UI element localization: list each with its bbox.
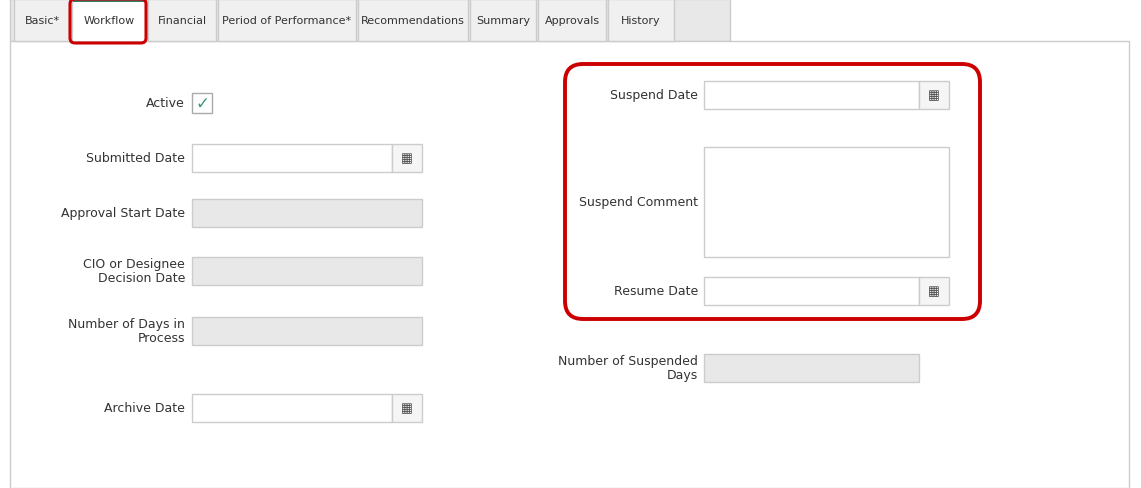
Bar bbox=[704, 82, 919, 110]
Text: ▦: ▦ bbox=[402, 402, 413, 415]
Bar bbox=[148, 0, 216, 42]
Text: Submitted Date: Submitted Date bbox=[86, 152, 185, 165]
Text: Suspend Date: Suspend Date bbox=[610, 89, 698, 102]
Text: Financial: Financial bbox=[157, 16, 207, 26]
Bar bbox=[393, 145, 422, 173]
Text: ▦: ▦ bbox=[402, 152, 413, 165]
Bar bbox=[393, 394, 422, 422]
Text: Resume Date: Resume Date bbox=[614, 285, 698, 298]
Bar bbox=[539, 0, 606, 42]
Text: Summary: Summary bbox=[476, 16, 531, 26]
Bar bbox=[192, 258, 422, 285]
Text: Recommendations: Recommendations bbox=[361, 16, 464, 26]
Text: Suspend Comment: Suspend Comment bbox=[578, 196, 698, 209]
Text: ▦: ▦ bbox=[928, 285, 940, 298]
Text: Workflow: Workflow bbox=[83, 16, 135, 26]
Bar bbox=[192, 394, 393, 422]
Bar bbox=[72, 0, 146, 42]
Bar bbox=[73, 0, 145, 3]
Text: Number of Suspended: Number of Suspended bbox=[558, 355, 698, 368]
Bar bbox=[73, 40, 145, 42]
Bar bbox=[358, 0, 468, 42]
Bar bbox=[192, 317, 422, 346]
Text: ▦: ▦ bbox=[928, 89, 940, 102]
Text: Basic*: Basic* bbox=[24, 16, 59, 26]
Text: Approvals: Approvals bbox=[544, 16, 599, 26]
Bar bbox=[919, 82, 949, 110]
Text: Number of Days in: Number of Days in bbox=[68, 318, 185, 331]
Text: Decision Date: Decision Date bbox=[98, 272, 185, 285]
Bar bbox=[14, 0, 70, 42]
Bar bbox=[704, 354, 919, 382]
Text: ✓: ✓ bbox=[195, 95, 209, 113]
Bar bbox=[704, 278, 919, 305]
Text: Active: Active bbox=[146, 97, 185, 110]
Text: History: History bbox=[621, 16, 661, 26]
Bar bbox=[192, 200, 422, 227]
Bar bbox=[10, 0, 730, 42]
Bar bbox=[218, 0, 356, 42]
Text: Process: Process bbox=[138, 332, 185, 345]
Bar bbox=[192, 94, 212, 114]
Bar bbox=[704, 148, 949, 258]
Bar bbox=[470, 0, 536, 42]
Bar bbox=[608, 0, 674, 42]
Text: Archive Date: Archive Date bbox=[104, 402, 185, 415]
Text: CIO or Designee: CIO or Designee bbox=[83, 258, 185, 271]
Text: Days: Days bbox=[666, 369, 698, 382]
Bar bbox=[919, 278, 949, 305]
Text: Approval Start Date: Approval Start Date bbox=[60, 207, 185, 220]
Text: Period of Performance*: Period of Performance* bbox=[222, 16, 351, 26]
Bar bbox=[192, 145, 393, 173]
